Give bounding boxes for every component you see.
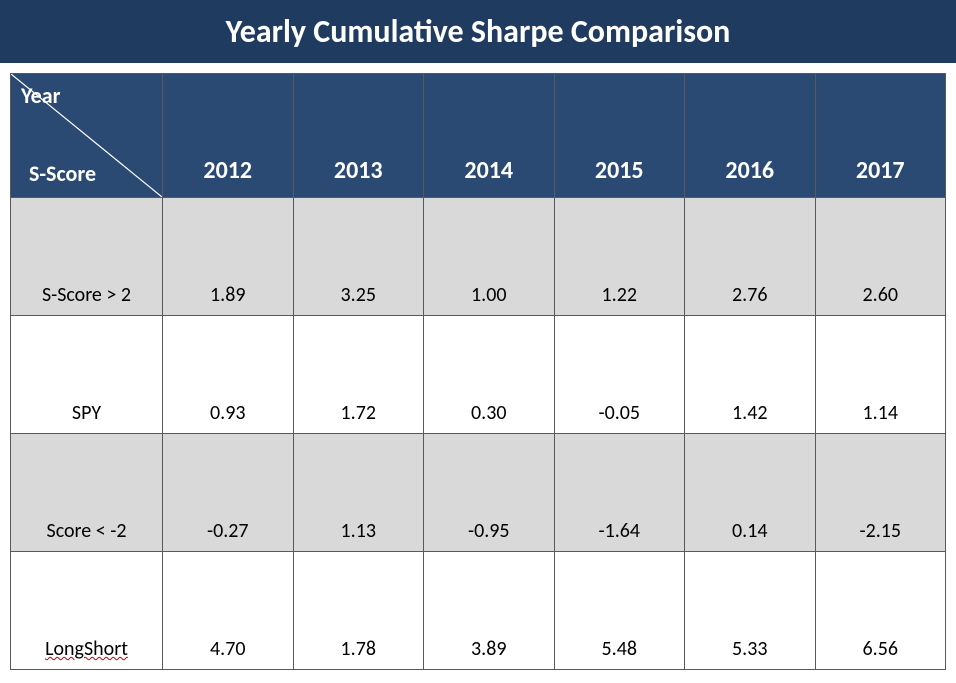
cell-value: 1.22 [554, 198, 685, 316]
cell-value: 1.78 [293, 552, 424, 670]
cell-value: 5.48 [554, 552, 685, 670]
cell-value: 0.93 [163, 316, 294, 434]
cell-value: -1.64 [554, 434, 685, 552]
corner-top-label: Year [21, 82, 60, 109]
cell-value: 1.72 [293, 316, 424, 434]
header-row: Year S-Score 2012 2013 2014 2015 2016 20… [11, 74, 946, 198]
row-label-text: LongShort [45, 637, 128, 661]
row-label: Score < -2 [11, 434, 163, 552]
sharpe-table: Year S-Score 2012 2013 2014 2015 2016 20… [10, 73, 946, 670]
title-text: Yearly Cumulative Sharpe Comparison [226, 12, 731, 51]
table-body: S-Score > 21.893.251.001.222.762.60SPY0.… [11, 198, 946, 670]
cell-value: 2.76 [685, 198, 816, 316]
row-label: SPY [11, 316, 163, 434]
cell-value: 1.00 [424, 198, 555, 316]
col-header: 2013 [293, 74, 424, 198]
cell-value: -0.95 [424, 434, 555, 552]
cell-value: -2.15 [815, 434, 946, 552]
table-row: Score < -2-0.271.13-0.95-1.640.14-2.15 [11, 434, 946, 552]
col-header: 2014 [424, 74, 555, 198]
corner-bottom-label: S-Score [29, 160, 96, 187]
cell-value: 2.60 [815, 198, 946, 316]
table-row: S-Score > 21.893.251.001.222.762.60 [11, 198, 946, 316]
cell-value: 5.33 [685, 552, 816, 670]
col-header: 2015 [554, 74, 685, 198]
col-header: 2017 [815, 74, 946, 198]
cell-value: 0.30 [424, 316, 555, 434]
cell-value: 6.56 [815, 552, 946, 670]
cell-value: 1.14 [815, 316, 946, 434]
corner-header: Year S-Score [11, 74, 163, 198]
col-header: 2016 [685, 74, 816, 198]
table-row: SPY0.931.720.30-0.051.421.14 [11, 316, 946, 434]
title-bar: Yearly Cumulative Sharpe Comparison [0, 0, 956, 67]
cell-value: -0.05 [554, 316, 685, 434]
cell-value: 1.13 [293, 434, 424, 552]
row-label: LongShort [11, 552, 163, 670]
cell-value: 3.25 [293, 198, 424, 316]
cell-value: 3.89 [424, 552, 555, 670]
cell-value: 1.42 [685, 316, 816, 434]
table-container: Year S-Score 2012 2013 2014 2015 2016 20… [0, 67, 956, 680]
table-row: LongShort 4.701.783.895.485.336.56 [11, 552, 946, 670]
cell-value: 4.70 [163, 552, 294, 670]
cell-value: 0.14 [685, 434, 816, 552]
col-header: 2012 [163, 74, 294, 198]
cell-value: 1.89 [163, 198, 294, 316]
row-label: S-Score > 2 [11, 198, 163, 316]
cell-value: -0.27 [163, 434, 294, 552]
